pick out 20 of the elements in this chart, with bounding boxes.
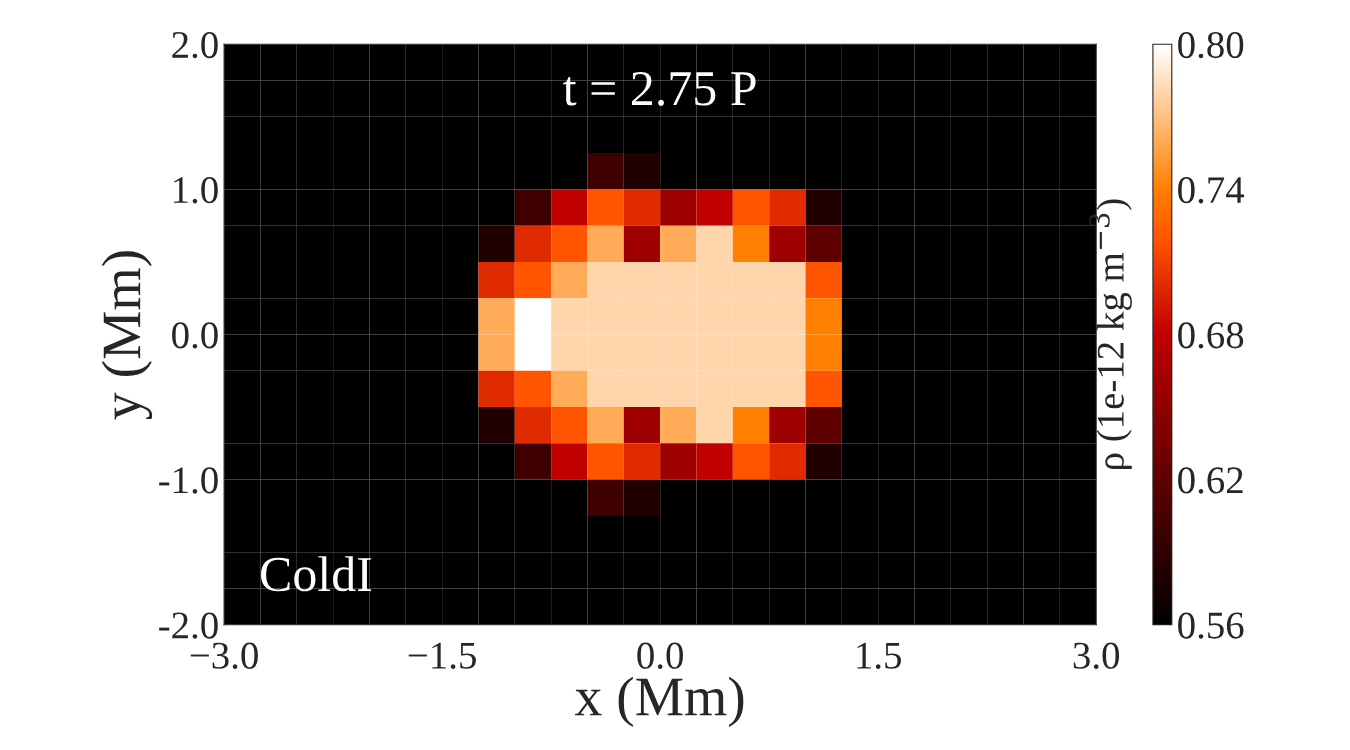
x-axis-title: x (Mm) <box>575 676 744 728</box>
y-tick-label: 0.0 <box>172 322 218 349</box>
x-tick-label: 0.0 <box>637 642 683 669</box>
y-tick-label: 2.0 <box>172 31 218 59</box>
y-tick-label: 1.0 <box>174 177 218 204</box>
color-bar-title: ρ (1e-12 kg m$^{−3}$) <box>1089 199 1132 469</box>
chart-title: t = 2.75 P <box>563 71 756 106</box>
x-tick-label: −1.5 <box>408 642 476 669</box>
y-tick-label: -1.0 <box>159 467 218 494</box>
color-bar-label: 0.68 <box>1178 322 1244 349</box>
y-axis-title: y (Mm) <box>101 251 153 420</box>
x-tick-label: −3.0 <box>190 642 258 669</box>
annotation: ColdI <box>261 556 372 592</box>
color-bar-label: 0.74 <box>1178 177 1245 204</box>
color-bar-label: 0.62 <box>1178 467 1243 494</box>
color-bar-label: 0.56 <box>1178 612 1244 639</box>
x-tick-label: 3.0 <box>1073 642 1120 669</box>
x-tick-label: 1.5 <box>857 642 901 669</box>
y-tick-label: -2.0 <box>159 612 218 639</box>
color-bar-label: 0.80 <box>1178 31 1244 59</box>
